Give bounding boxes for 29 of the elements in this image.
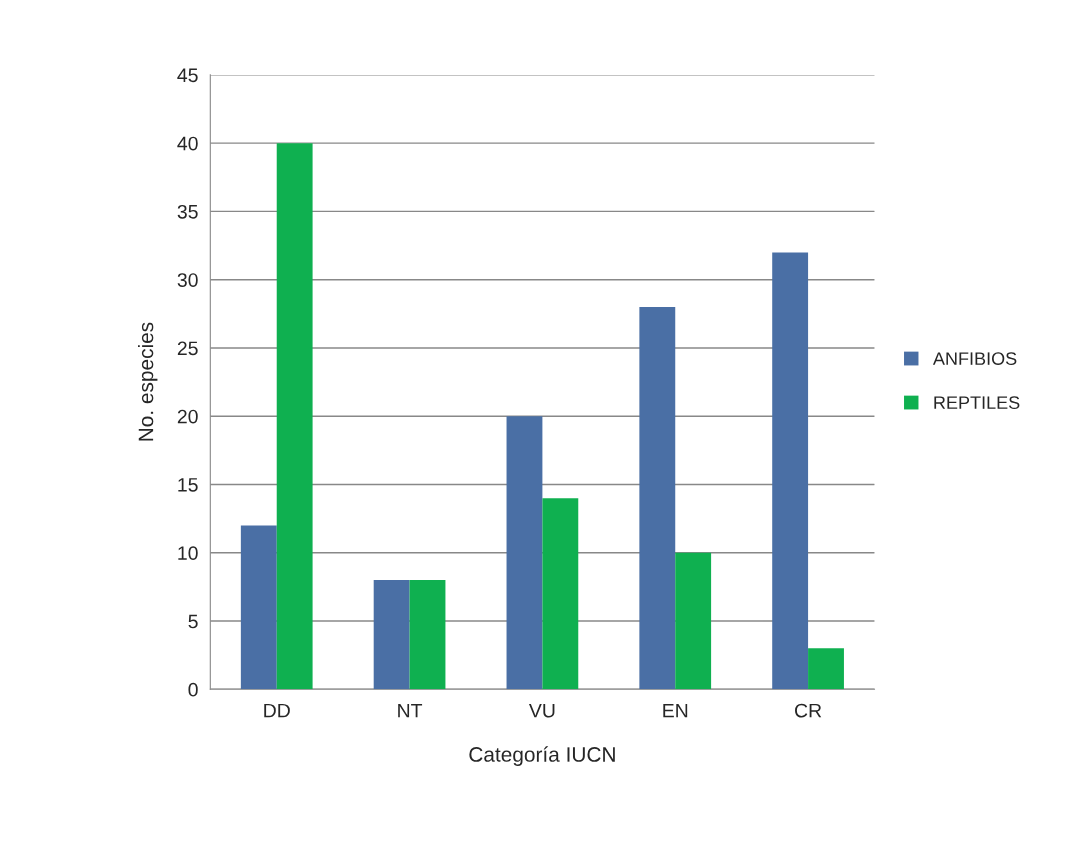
y-tick-label: 25 [177, 341, 198, 356]
bar [542, 498, 579, 690]
bar [240, 525, 277, 690]
x-tick-label: VU [528, 703, 555, 718]
y-tick-label: 45 [177, 68, 198, 83]
y-tick-label: 40 [177, 136, 198, 151]
bar [639, 307, 676, 690]
y-tick-label: 30 [177, 273, 198, 287]
x-tick-label: NT [398, 703, 423, 718]
y-tick-label: 15 [178, 478, 198, 492]
legend-label: ANFIBIOS [932, 352, 1017, 365]
y-tick-label: 20 [177, 409, 198, 424]
bar [506, 416, 543, 690]
y-tick-label: 10 [178, 546, 198, 561]
y-tick-label: 0 [188, 682, 198, 697]
x-tick-label: CR [795, 703, 822, 718]
y-axis-title: No. especies [138, 322, 158, 441]
x-tick-label: EN [663, 703, 688, 718]
bar [772, 252, 809, 690]
y-tick-label: 5 [188, 614, 198, 629]
x-axis-title: Categoría IUCN [469, 746, 615, 766]
bar [373, 580, 410, 690]
y-tick-label: 35 [177, 204, 198, 219]
bar [675, 552, 712, 690]
bar [808, 648, 844, 690]
x-tick-label: DD [264, 703, 290, 718]
bar [276, 143, 313, 690]
legend-label: REPTILES [934, 396, 1020, 409]
bar [409, 580, 446, 690]
